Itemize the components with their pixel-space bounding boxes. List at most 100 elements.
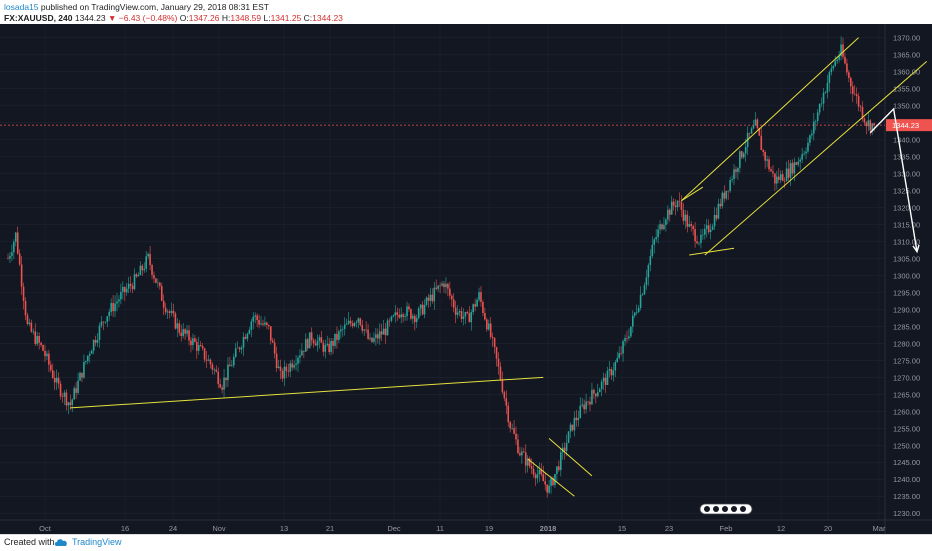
january-flag-line[interactable] (681, 186, 704, 202)
price-tick-label: 1240.00 (893, 475, 920, 484)
tradingview-brand[interactable]: TradingView (72, 537, 122, 547)
candle (575, 410, 578, 427)
open-value: 1347.26 (188, 13, 220, 23)
candle (503, 390, 506, 402)
candle (275, 346, 278, 372)
candle (805, 147, 807, 160)
candle (431, 288, 434, 304)
candle (332, 338, 334, 355)
candle (57, 372, 60, 389)
ascending-channel-line[interactable] (681, 37, 859, 202)
candle (668, 208, 671, 222)
price-tick-label: 1245.00 (893, 458, 920, 467)
candle (42, 344, 44, 352)
candle (322, 339, 325, 357)
candle (254, 312, 256, 324)
candle (229, 356, 231, 367)
candle (271, 337, 274, 343)
candle (75, 381, 77, 400)
candle (349, 316, 352, 327)
candle (830, 64, 833, 76)
time-axis[interactable]: Oct 16 24 Nov 13 21 Dec 11 19 2018 15 23 Feb 12 20 Mar (39, 524, 886, 533)
candle (709, 223, 712, 240)
candle (106, 316, 109, 328)
price-chart[interactable]: 1230.00 1235.00 1240.00 1245.00 1250.00 1255.… (0, 24, 932, 534)
candle (857, 92, 860, 112)
candle (548, 480, 550, 495)
candle (417, 306, 420, 320)
candle (614, 359, 617, 378)
low-label: L: (263, 13, 271, 23)
candle (289, 360, 292, 378)
candle (258, 314, 260, 329)
price-tick-label: 1330.00 (893, 169, 920, 178)
timezone-badge-icon[interactable] (699, 503, 753, 515)
candle (248, 327, 251, 335)
candle (801, 147, 803, 164)
candle (87, 355, 89, 365)
candle (556, 466, 558, 482)
candle (441, 280, 443, 288)
candle (622, 339, 624, 362)
candle (404, 313, 406, 321)
created-with-label: Created with (4, 537, 55, 547)
candle (624, 334, 626, 346)
december-channel-line[interactable] (527, 458, 575, 497)
candle (752, 119, 755, 130)
candle (168, 309, 171, 319)
candle (702, 228, 704, 240)
candle (725, 190, 728, 201)
candle (108, 308, 111, 322)
candle (853, 85, 856, 96)
candle (176, 318, 179, 338)
candle (50, 360, 52, 373)
price-tick-label: 1370.00 (893, 34, 920, 43)
candle (816, 109, 819, 125)
candle (809, 134, 811, 146)
time-tick-label: 23 (665, 524, 673, 533)
candle (326, 335, 329, 347)
candle (484, 307, 486, 321)
time-tick-label: Mar (873, 524, 886, 533)
drawing-tools-layer[interactable] (70, 37, 928, 497)
candle (380, 323, 383, 341)
candle (579, 397, 582, 419)
candle (670, 195, 673, 215)
candle (139, 261, 142, 276)
trendline-support[interactable] (70, 376, 544, 409)
candle (789, 159, 792, 186)
candle (211, 362, 214, 375)
candle (476, 297, 478, 307)
candle (523, 447, 525, 453)
candle (686, 210, 689, 233)
candle (783, 177, 786, 188)
candle (491, 332, 494, 347)
candle (865, 121, 868, 135)
candle (667, 205, 669, 225)
candle (756, 117, 759, 130)
price-tick-label: 1230.00 (893, 509, 920, 518)
time-tick-label: 20 (824, 524, 832, 533)
author-link[interactable]: losada15 (4, 2, 39, 12)
candle (544, 472, 547, 491)
january-flag-line[interactable] (689, 247, 735, 256)
candle (40, 341, 42, 348)
candle (102, 321, 105, 331)
december-channel-line[interactable] (548, 438, 593, 477)
candle (842, 37, 844, 60)
candle (577, 410, 580, 427)
candle (452, 293, 455, 313)
candle (733, 163, 735, 186)
ascending-channel-line[interactable] (704, 60, 928, 256)
price-tick-label: 1350.00 (893, 102, 920, 111)
candle (355, 319, 358, 328)
candle (850, 76, 852, 95)
candle (499, 362, 502, 382)
projection-arrow-path[interactable] (869, 107, 918, 252)
candle (846, 58, 848, 76)
candle (190, 337, 192, 353)
candle (632, 310, 634, 333)
candle (501, 371, 504, 395)
candle (26, 312, 29, 326)
candle (840, 36, 842, 61)
